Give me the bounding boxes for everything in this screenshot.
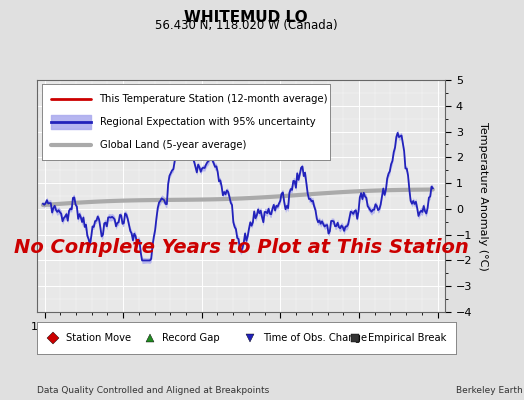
- Text: Data Quality Controlled and Aligned at Breakpoints: Data Quality Controlled and Aligned at B…: [37, 386, 269, 395]
- Text: Global Land (5-year average): Global Land (5-year average): [100, 140, 246, 150]
- Text: This Temperature Station (12-month average): This Temperature Station (12-month avera…: [100, 94, 328, 104]
- Text: Record Gap: Record Gap: [162, 333, 220, 343]
- Text: Empirical Break: Empirical Break: [368, 333, 446, 343]
- Text: 56.430 N, 118.020 W (Canada): 56.430 N, 118.020 W (Canada): [155, 19, 337, 32]
- Text: Station Move: Station Move: [66, 333, 131, 343]
- Text: Regional Expectation with 95% uncertainty: Regional Expectation with 95% uncertaint…: [100, 117, 315, 127]
- Text: Time of Obs. Change: Time of Obs. Change: [263, 333, 367, 343]
- Y-axis label: Temperature Anomaly (°C): Temperature Anomaly (°C): [478, 122, 488, 270]
- Text: No Complete Years to Plot at This Station: No Complete Years to Plot at This Statio…: [14, 238, 468, 256]
- Text: WHITEMUD LO: WHITEMUD LO: [184, 10, 308, 25]
- Text: Berkeley Earth: Berkeley Earth: [456, 386, 522, 395]
